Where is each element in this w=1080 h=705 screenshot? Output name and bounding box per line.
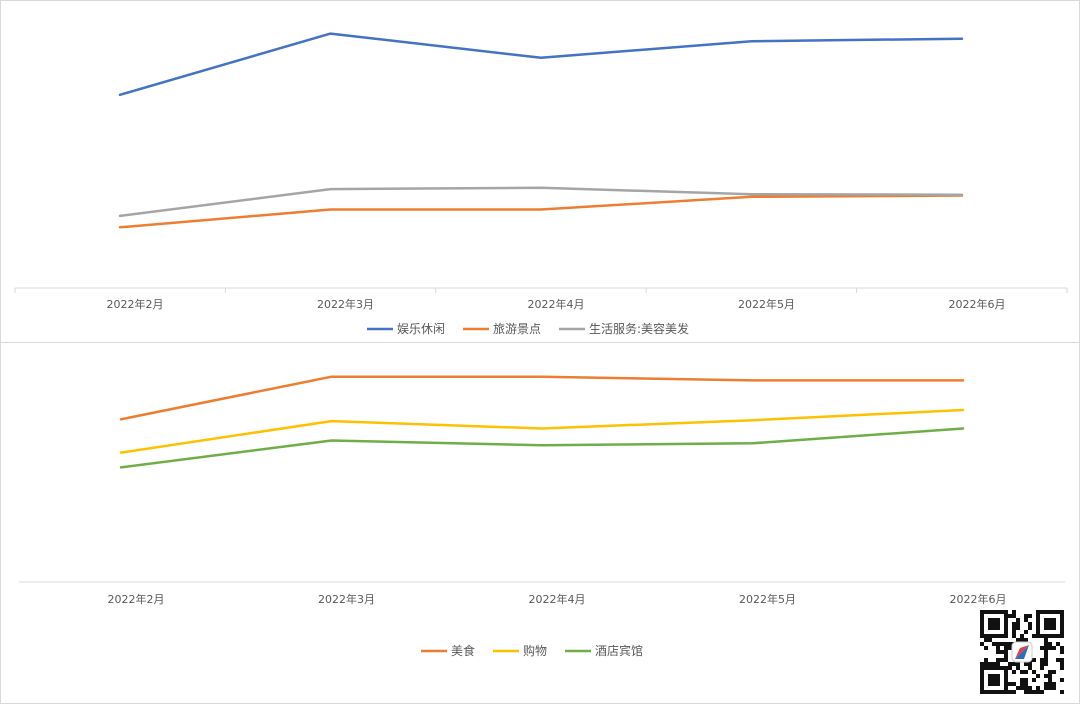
chart-panel-top: 2022年2月 2022年3月 2022年4月 2022年5月 2022年6月娱乐休闲 旅…: [0, 0, 1080, 343]
x-tick-label: 2022年2月: [107, 297, 164, 311]
series-line-2: [119, 427, 965, 469]
series-line-2: [118, 186, 964, 218]
legend-label-1: 购物: [523, 643, 547, 658]
series-line-1: [119, 408, 965, 454]
x-tick-label: 2022年4月: [529, 592, 586, 606]
x-tick-label: 2022年6月: [950, 592, 1007, 606]
x-tick-label: 2022年6月: [949, 297, 1006, 311]
legend-label-2: 生活服务:美容美发: [589, 321, 689, 336]
legend-label-1: 旅游景点: [493, 322, 541, 336]
series-line-0: [118, 32, 964, 97]
series-line-0: [119, 375, 965, 421]
x-tick-label: 2022年5月: [739, 592, 796, 606]
x-tick-label: 2022年2月: [108, 592, 165, 606]
legend-label-2: 酒店宾馆: [595, 643, 643, 658]
legend-label-0: 娱乐休闲: [397, 322, 445, 336]
x-tick-label: 2022年4月: [528, 297, 585, 311]
legend: 娱乐休闲 旅游景点 生活服务:美容美发: [367, 321, 689, 336]
chart-panel-bottom: 2022年2月 2022年3月 2022年4月 2022年5月 2022年6月美食 购物 酒…: [0, 342, 1080, 704]
x-tick-label: 2022年5月: [738, 297, 795, 311]
x-tick-label: 2022年3月: [318, 592, 375, 606]
qr-code-icon: [980, 610, 1064, 694]
legend-label-0: 美食: [451, 643, 475, 658]
series-line-1: [118, 194, 964, 229]
legend: 美食 购物 酒店宾馆: [421, 643, 643, 658]
x-tick-label: 2022年3月: [317, 297, 374, 311]
